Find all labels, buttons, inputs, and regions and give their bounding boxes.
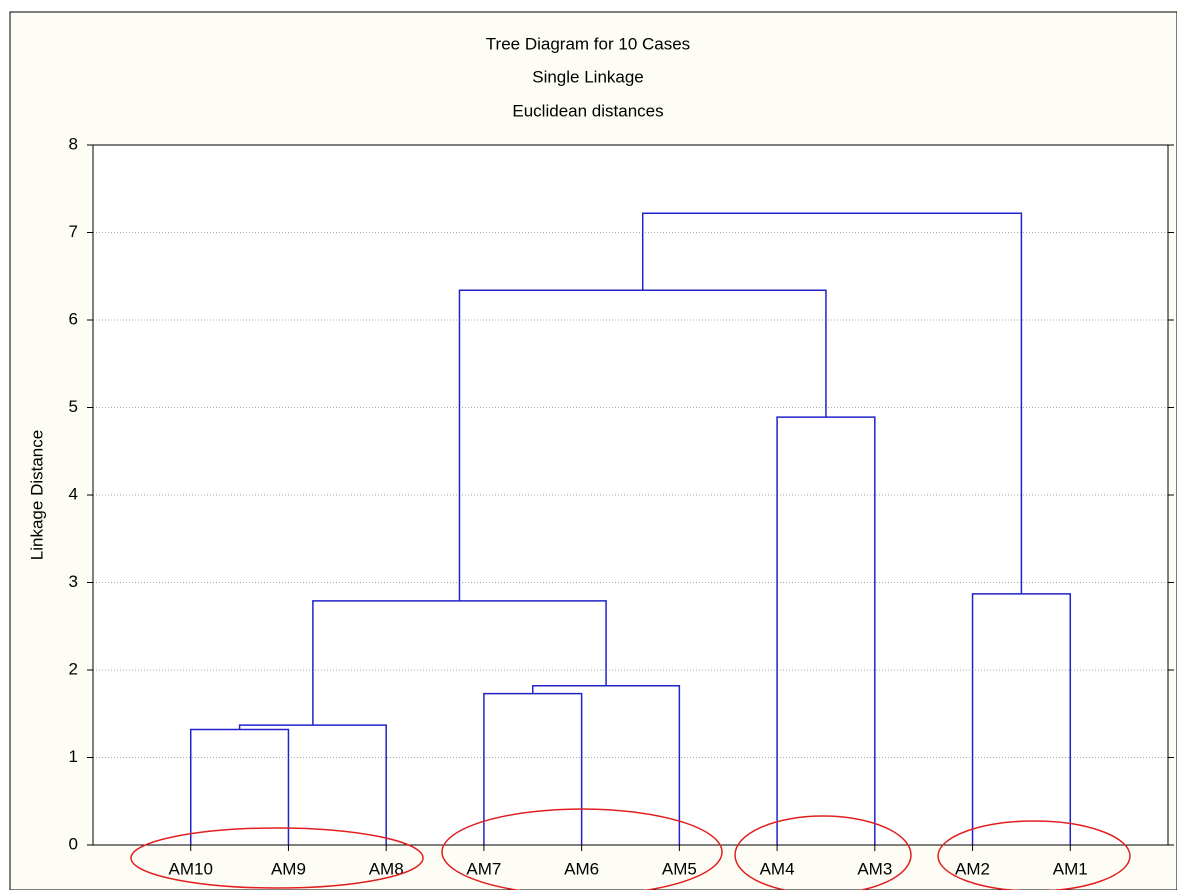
y-tick-label: 4 [69,484,78,503]
x-tick-label: AM3 [857,859,892,878]
highlight-ellipse [441,808,723,890]
y-tick-label: 3 [69,572,78,591]
x-tick-label: AM7 [466,859,501,878]
x-tick-label: AM6 [564,859,599,878]
highlight-ellipse [937,820,1131,890]
link [641,212,1023,594]
y-tick-label: 6 [69,309,78,328]
chart-title: Tree Diagram for 10 Cases [486,34,690,53]
x-tick-label: AM8 [369,859,404,878]
x-tick-label: AM4 [760,859,795,878]
x-tick-label: AM2 [955,859,990,878]
highlight-ellipse [734,815,912,890]
annotations [130,808,1131,890]
plot: 0 1 2 3 4 5 6 7 8 AM10 AM9 AM8 AM7 AM6 AM5 AM4 AM3 AM2 AM1 [69,134,1174,878]
x-tick-label: AM1 [1053,859,1088,878]
y-tick-label: 2 [69,659,78,678]
y-tick-label: 0 [69,834,78,853]
chart-subtitle: Single Linkage [532,67,644,86]
y-tick-label: 8 [69,134,78,153]
y-tick-label: 5 [69,397,78,416]
x-tick-label: AM9 [271,859,306,878]
y-axis-title: Linkage Distance [27,430,46,560]
plot-border [92,144,1169,846]
x-tick-label: AM10 [169,859,213,878]
chart-subtitle: Euclidean distances [512,101,663,120]
highlight-ellipse [130,827,424,889]
y-tick-label: 7 [69,222,78,241]
y-tick-label: 1 [69,747,78,766]
x-tick-label: AM5 [662,859,697,878]
